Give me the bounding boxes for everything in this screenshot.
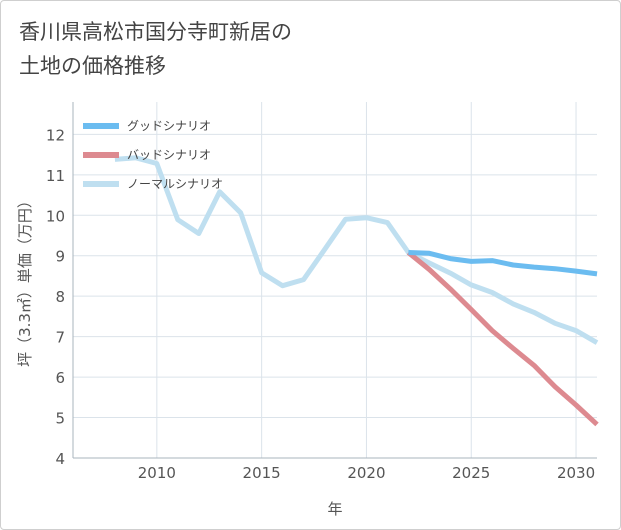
legend-label: グッドシナリオ xyxy=(127,119,211,133)
y-tick-label: 11 xyxy=(46,167,65,185)
x-tick-label: 2015 xyxy=(243,464,281,482)
legend-label: ノーマルシナリオ xyxy=(127,177,223,191)
x-tick-label: 2030 xyxy=(557,464,595,482)
tick-labels: 4 5 6 7 8 9 10 11 12 2010 2015 2020 2025 2030 xyxy=(46,126,595,482)
chart-title: 香川県高松市国分寺町新居の 土地の価格推移 xyxy=(19,15,292,83)
y-tick-label: 10 xyxy=(46,207,65,225)
series-line-3 xyxy=(114,155,599,345)
series-line-2 xyxy=(406,250,599,427)
x-tick-label: 2025 xyxy=(452,464,490,482)
y-tick-label: 9 xyxy=(55,248,65,266)
y-tick-label: 6 xyxy=(55,369,65,387)
y-tick-label: 8 xyxy=(55,288,65,306)
x-tick-label: 2010 xyxy=(138,464,176,482)
chart-title-line-2: 土地の価格推移 xyxy=(19,54,166,78)
chart-axes xyxy=(72,102,597,459)
y-tick-label: 12 xyxy=(46,126,65,144)
series-line-1 xyxy=(408,250,598,277)
legend-label: バッドシナリオ xyxy=(127,148,211,162)
y-tick-label: 7 xyxy=(55,329,65,347)
x-axis-label: 年 xyxy=(327,500,342,518)
y-axis-label: 坪（3.3㎡）単価（万円） xyxy=(16,193,34,367)
chart-title-line-1: 香川県高松市国分寺町新居の xyxy=(19,20,292,44)
series-lines xyxy=(114,155,599,427)
y-tick-label: 5 xyxy=(55,410,65,428)
x-tick-label: 2020 xyxy=(347,464,385,482)
y-tick-label: 4 xyxy=(55,450,65,468)
